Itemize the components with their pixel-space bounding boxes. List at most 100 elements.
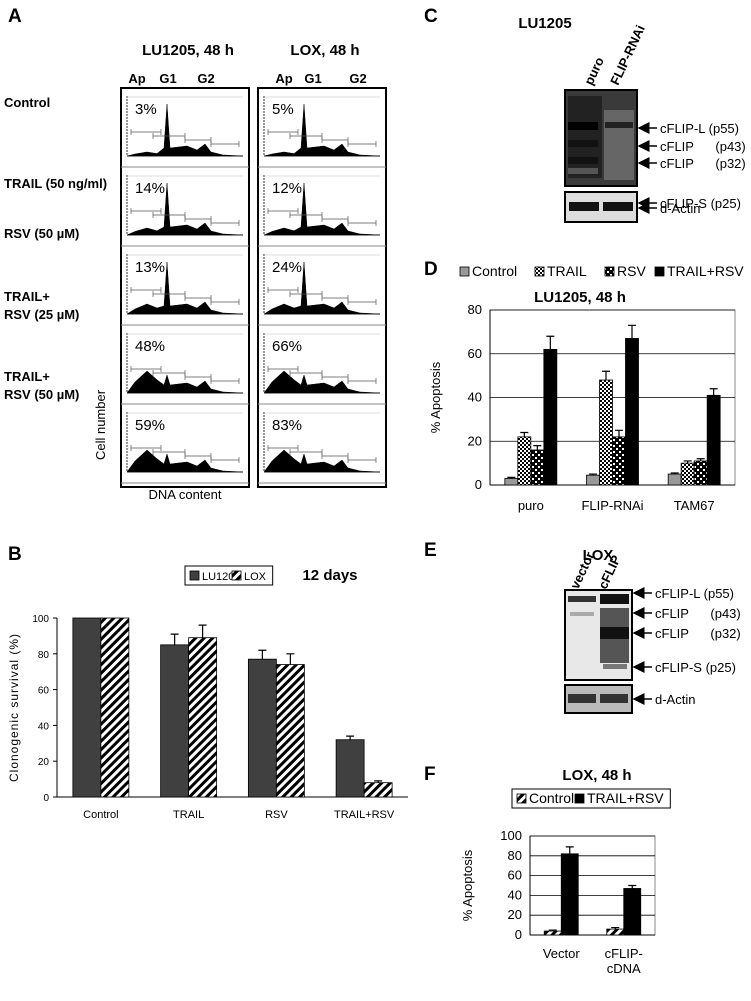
error-bar xyxy=(615,429,623,437)
histogram xyxy=(263,449,381,473)
y-tick-label: 20 xyxy=(508,907,522,922)
x-tick-label: puro xyxy=(518,498,544,513)
band-label: cFLIP (p32) xyxy=(660,156,746,171)
y-tick-label: 80 xyxy=(38,650,50,661)
legend-label: TRAIL xyxy=(547,263,587,279)
histogram xyxy=(263,370,381,394)
legend-swatch xyxy=(231,570,242,581)
error-bar xyxy=(589,473,597,476)
band-label: cFLIP-L (p55) xyxy=(655,586,734,601)
x-tick-label: TRAIL+RSV xyxy=(334,809,395,821)
phase-label: G1 xyxy=(304,71,321,86)
bar xyxy=(706,394,721,486)
bar xyxy=(72,617,102,798)
error-bar xyxy=(346,735,355,740)
bar xyxy=(504,478,519,486)
bar-chart: LOX, 48 h 0 20 40 60 80 100 % Apoptosis Vector cF… xyxy=(460,767,671,976)
band-label: cFLIP-S (p25) xyxy=(660,196,741,211)
loading-label: d-Actin xyxy=(655,692,695,707)
apoptosis-percent: 24% xyxy=(272,259,302,276)
row-label: TRAIL (50 ng/ml) xyxy=(4,176,107,191)
legend-swatch xyxy=(654,266,665,277)
apoptosis-percent: 12% xyxy=(272,180,302,197)
band-label: cFLIP (p32) xyxy=(655,626,741,641)
row-label: RSV (50 µM) xyxy=(4,387,79,402)
x-tick-label: Vector xyxy=(543,946,581,961)
bar xyxy=(586,474,600,486)
chart-title: LOX, 48 h xyxy=(562,767,631,784)
y-tick-label: 20 xyxy=(38,757,50,768)
row-label: Control xyxy=(4,95,50,110)
legend-swatch xyxy=(516,793,527,804)
bar xyxy=(335,739,365,798)
bar xyxy=(100,617,130,798)
error-bar xyxy=(548,929,557,932)
band-labels: cFLIP-L (p55) cFLIP (p43) cFLIP (p32) cFLIP… xyxy=(632,586,741,707)
error-bar xyxy=(258,649,267,660)
histogram xyxy=(263,261,381,315)
y-tick-label: 60 xyxy=(508,868,522,883)
legend: Control TRAIL+RSV xyxy=(511,788,671,809)
column-title: LU1205, 48 h xyxy=(142,42,234,59)
x-tick-label: RSV xyxy=(265,809,288,821)
lane-label: puro xyxy=(581,55,607,88)
error-bar xyxy=(520,431,529,437)
bar xyxy=(693,460,708,486)
apoptosis-percent: 13% xyxy=(135,259,165,276)
y-tick-label: 20 xyxy=(468,433,482,448)
legend-label: LOX xyxy=(244,571,267,583)
band-label: cFLIP-S (p25) xyxy=(655,660,736,675)
error-bar xyxy=(628,884,637,889)
bar xyxy=(517,436,532,486)
blot xyxy=(564,89,638,223)
error-bar xyxy=(533,445,542,450)
bar xyxy=(530,449,545,486)
bar xyxy=(625,338,639,486)
legend-label: TRAIL+RSV xyxy=(587,790,664,806)
bar xyxy=(247,658,277,798)
bar xyxy=(543,930,562,936)
panel-label: D xyxy=(424,259,438,280)
x-tick-label: TAM67 xyxy=(674,498,715,513)
legend-box xyxy=(184,565,274,586)
legend-label: LU1205 xyxy=(202,571,241,583)
panel-label: C xyxy=(424,6,438,27)
legend-label: RSV xyxy=(617,263,646,279)
legend-swatch xyxy=(574,793,585,804)
bar xyxy=(275,664,305,798)
panel-label: B xyxy=(8,544,22,565)
y-tick-label: 0 xyxy=(475,477,482,492)
histogram xyxy=(263,103,381,157)
band-label: cFLIP (p43) xyxy=(655,606,741,621)
y-tick-label: 0 xyxy=(515,927,522,942)
panel-label: A xyxy=(8,6,22,27)
error-bar xyxy=(170,633,179,645)
legend: LU1205 LOX xyxy=(184,565,274,586)
chart-title: LU1205, 48 h xyxy=(534,289,626,306)
panel-frame xyxy=(120,87,250,488)
apoptosis-percent: 5% xyxy=(272,101,294,118)
y-tick-label: 40 xyxy=(468,390,482,405)
y-tick-label: 60 xyxy=(38,686,50,697)
blot-title: LOX xyxy=(583,547,614,564)
legend-swatch xyxy=(604,266,615,277)
bar xyxy=(560,853,579,936)
apoptosis-percent: 3% xyxy=(135,101,157,118)
panel-label: F xyxy=(424,764,436,785)
y-tick-label: 60 xyxy=(468,346,482,361)
panel-frame xyxy=(257,87,387,488)
lane-label: vector xyxy=(567,550,597,592)
error-bar xyxy=(374,780,383,783)
panel-label: E xyxy=(424,540,437,561)
legend-label: Control xyxy=(472,263,517,279)
band-label: cFLIP (p43) xyxy=(660,139,746,154)
x-tick-label: TRAIL xyxy=(173,809,204,821)
histogram xyxy=(126,449,244,473)
phase-label: G1 xyxy=(159,71,176,86)
y-axis-label: % Apoptosis xyxy=(428,361,443,433)
legend-swatch xyxy=(459,266,470,277)
apoptosis-percent: 59% xyxy=(135,417,165,434)
bar xyxy=(599,379,613,486)
apoptosis-percent: 83% xyxy=(272,417,302,434)
